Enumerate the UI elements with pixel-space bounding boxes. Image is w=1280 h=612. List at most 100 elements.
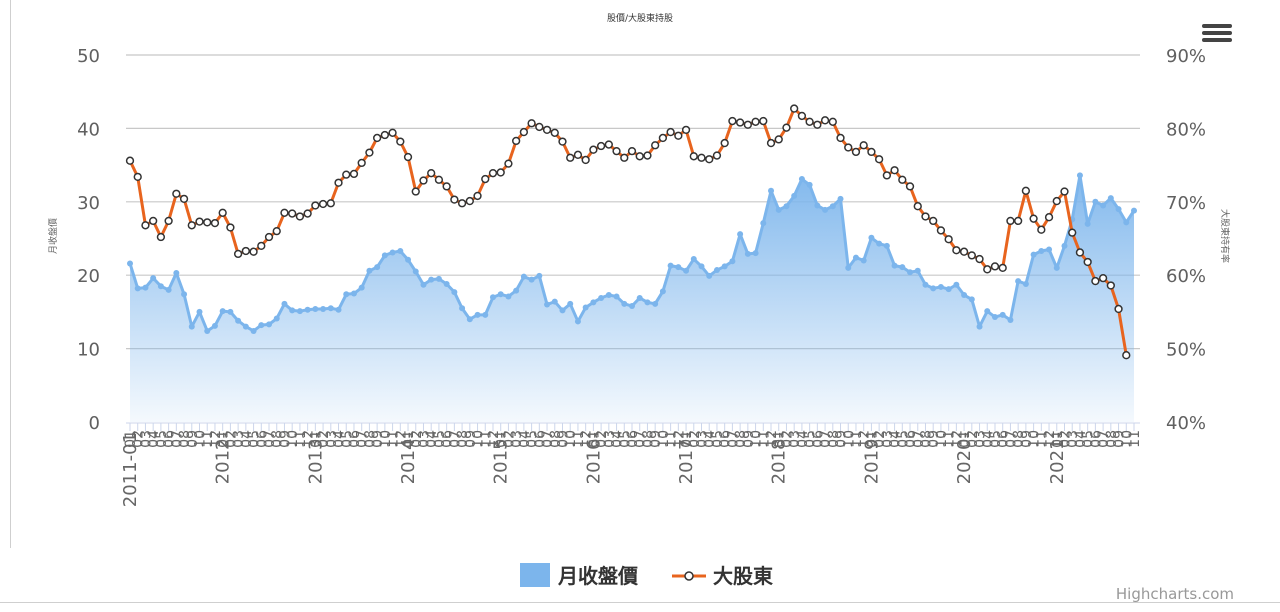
price-point <box>937 283 944 290</box>
x-axis-month-label: 09 <box>834 430 850 448</box>
price-area-fill <box>130 175 1134 422</box>
x-axis-month-label: 07 <box>447 430 463 448</box>
holder-point <box>372 133 382 143</box>
price-point <box>605 292 612 299</box>
holder-point <box>156 232 166 242</box>
x-axis-year-label: 2018- <box>769 432 790 484</box>
legend-label-holder: 大股東 <box>713 564 773 588</box>
price-point <box>891 262 898 269</box>
holder-point <box>712 151 722 160</box>
holder-series <box>125 104 1131 360</box>
hamburger-menu-icon[interactable] <box>1200 16 1234 50</box>
price-point <box>142 284 149 291</box>
price-point <box>366 267 373 274</box>
holder-point <box>481 174 490 184</box>
holder-point <box>975 254 984 264</box>
x-axis-month-label: 12 <box>486 430 502 448</box>
x-axis-month-label: 04 <box>610 430 626 448</box>
price-point <box>690 256 697 263</box>
price-point <box>829 203 836 210</box>
holder-point <box>805 117 814 126</box>
price-point <box>389 249 396 256</box>
holder-point <box>465 196 474 206</box>
holder-point <box>1037 225 1046 234</box>
legend-label-price: 月收盤價 <box>557 564 639 588</box>
holder-point <box>774 135 783 144</box>
price-point <box>289 307 296 314</box>
x-axis-month-label: 09 <box>555 430 571 448</box>
holder-point <box>326 199 335 208</box>
left-axis-tick-labels: 0 10 20 30 40 50 <box>77 46 100 434</box>
price-point <box>930 285 937 292</box>
holder-point <box>450 195 459 204</box>
holder-point <box>573 150 583 159</box>
price-point <box>559 307 566 314</box>
x-axis-year-label: 2016- <box>583 432 604 484</box>
price-point <box>405 256 412 263</box>
x-axis-month-label: 09 <box>741 430 757 448</box>
holder-point <box>898 175 907 184</box>
x-axis-month-label: 06 <box>810 430 826 448</box>
x-axis-month-label: 01 <box>1050 430 1066 448</box>
holder-point <box>967 251 976 260</box>
holder-point <box>519 127 529 137</box>
x-axis-month-label: 12 <box>393 430 409 448</box>
x-axis-month-label: 05 <box>154 430 170 448</box>
price-point <box>435 275 442 282</box>
price-point <box>211 322 218 329</box>
holder-point <box>620 153 629 162</box>
x-axis-month-label: 08 <box>733 430 749 448</box>
holder-point <box>1068 228 1077 237</box>
holder-point <box>1006 216 1015 226</box>
x-axis-month-label: 10 <box>934 430 950 448</box>
legend-item-price[interactable]: 月收盤價 <box>520 563 639 588</box>
holder-point <box>936 226 946 235</box>
price-point <box>737 231 744 238</box>
x-axis-year-label: 2020- <box>954 432 975 484</box>
holder-point <box>813 120 822 129</box>
price-point <box>281 300 288 307</box>
x-axis-year-label: 2021- <box>1047 432 1068 484</box>
holder-point <box>249 247 258 256</box>
x-axis-month-label: 01 <box>679 430 695 448</box>
price-point <box>420 281 427 288</box>
x-axis-month-label: 04 <box>332 430 348 448</box>
x-axis-month-label: 02 <box>1057 430 1073 448</box>
x-axis-month-label: 02 <box>409 430 425 448</box>
holder-point <box>797 111 807 121</box>
left-axis-label: 月收盤價 <box>47 218 59 254</box>
x-axis-month-label: 12 <box>764 430 780 448</box>
x-axis-month-label: 04 <box>1073 430 1089 448</box>
holder-point <box>867 147 876 157</box>
price-point <box>883 242 890 249</box>
x-axis-year-label: 2015- <box>491 432 512 484</box>
price-point <box>683 267 690 274</box>
x-axis-month-label: 12 <box>949 430 965 448</box>
x-axis-month-label: 02 <box>779 430 795 448</box>
x-axis-month-label: 05 <box>247 430 263 448</box>
x-axis-month-label: 01 <box>772 430 788 448</box>
price-point <box>621 300 628 307</box>
holder-point <box>473 191 482 201</box>
x-axis-month-label: 07 <box>1003 430 1019 448</box>
holder-point <box>929 216 938 226</box>
chart-title: 股價/大股東持股 <box>607 12 673 24</box>
holder-point <box>380 130 390 140</box>
x-axis-month-label: 08 <box>1011 430 1027 448</box>
holder-point <box>1044 213 1054 222</box>
holder-point <box>874 155 884 164</box>
price-point <box>1115 206 1122 213</box>
legend-item-holder[interactable]: 大股東 <box>672 564 773 588</box>
price-point <box>744 250 751 257</box>
price-point <box>999 311 1006 318</box>
holder-point <box>689 152 698 161</box>
credits-link[interactable]: Highcharts.com <box>1116 585 1234 603</box>
price-point <box>343 291 350 298</box>
x-axis-month-label: 01 <box>864 430 880 448</box>
x-axis-month-label: 03 <box>324 430 340 448</box>
holder-point <box>581 155 590 165</box>
price-point <box>876 240 883 247</box>
price-point <box>698 263 705 270</box>
right-axis-tick-label: 50% <box>1166 340 1206 361</box>
price-point <box>1007 316 1014 323</box>
